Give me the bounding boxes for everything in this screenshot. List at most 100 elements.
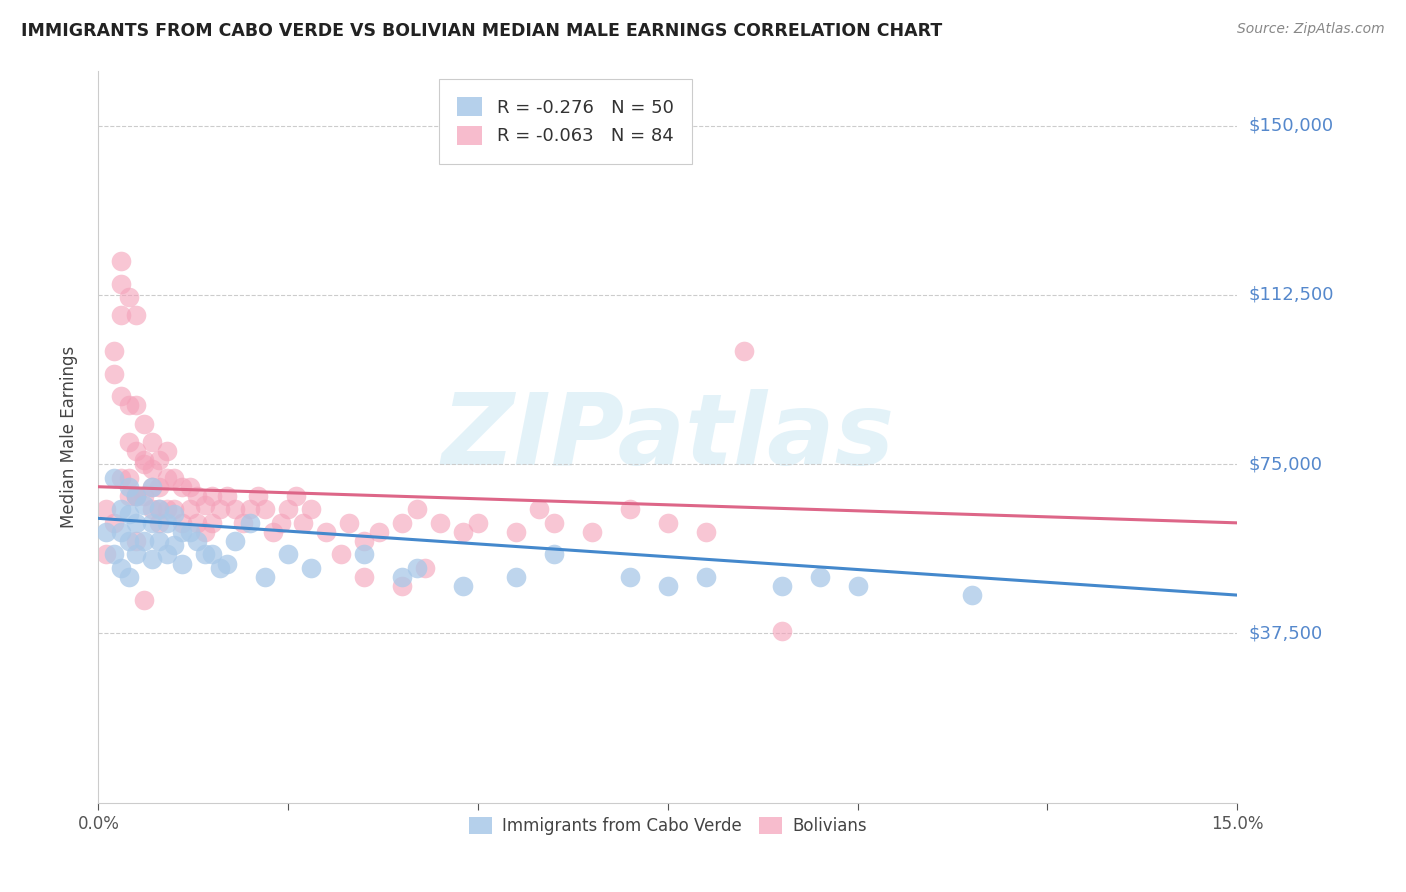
Point — [406, 561, 429, 575]
Text: $37,500: $37,500 — [1249, 624, 1323, 642]
Point — [543, 548, 565, 562]
Point — [103, 367, 125, 381]
Point — [201, 489, 224, 503]
Point — [224, 533, 246, 548]
Point — [695, 524, 717, 539]
Point — [94, 524, 117, 539]
Point — [208, 502, 231, 516]
Point — [277, 502, 299, 516]
Point — [110, 561, 132, 575]
Point — [132, 533, 155, 548]
Point — [118, 434, 141, 449]
Point — [270, 516, 292, 530]
Point — [406, 502, 429, 516]
Point — [217, 557, 239, 571]
Point — [391, 516, 413, 530]
Point — [315, 524, 337, 539]
Point — [391, 579, 413, 593]
Point — [695, 570, 717, 584]
Point — [262, 524, 284, 539]
Point — [505, 570, 527, 584]
Point — [118, 533, 141, 548]
Point — [110, 389, 132, 403]
Point — [132, 592, 155, 607]
Point — [657, 579, 679, 593]
Point — [125, 516, 148, 530]
Point — [141, 552, 163, 566]
Point — [543, 516, 565, 530]
Point — [186, 533, 208, 548]
Point — [125, 399, 148, 413]
Point — [125, 489, 148, 503]
Point — [170, 516, 193, 530]
Point — [808, 570, 831, 584]
Y-axis label: Median Male Earnings: Median Male Earnings — [59, 346, 77, 528]
Point — [451, 579, 474, 593]
Point — [132, 498, 155, 512]
Point — [186, 489, 208, 503]
Point — [527, 502, 550, 516]
Point — [125, 489, 148, 503]
Point — [132, 457, 155, 471]
Point — [337, 516, 360, 530]
Point — [118, 471, 141, 485]
Point — [505, 524, 527, 539]
Point — [246, 489, 269, 503]
Point — [179, 480, 201, 494]
Point — [141, 434, 163, 449]
Point — [232, 516, 254, 530]
Point — [103, 516, 125, 530]
Point — [103, 471, 125, 485]
Text: $75,000: $75,000 — [1249, 455, 1323, 473]
Point — [141, 480, 163, 494]
Point — [170, 557, 193, 571]
Point — [156, 471, 179, 485]
Point — [277, 548, 299, 562]
Point — [299, 502, 322, 516]
Point — [217, 489, 239, 503]
Point — [194, 548, 217, 562]
Point — [224, 502, 246, 516]
Point — [141, 480, 163, 494]
Point — [254, 570, 277, 584]
Point — [110, 308, 132, 322]
Point — [148, 502, 170, 516]
Point — [254, 502, 277, 516]
Point — [299, 561, 322, 575]
Point — [125, 533, 148, 548]
Point — [619, 502, 641, 516]
Point — [141, 502, 163, 516]
Point — [451, 524, 474, 539]
Text: Source: ZipAtlas.com: Source: ZipAtlas.com — [1237, 22, 1385, 37]
Point — [118, 480, 141, 494]
Point — [125, 443, 148, 458]
Point — [170, 480, 193, 494]
Point — [770, 624, 793, 639]
Text: $150,000: $150,000 — [1249, 117, 1333, 135]
Point — [118, 399, 141, 413]
Point — [170, 524, 193, 539]
Point — [163, 507, 186, 521]
Point — [186, 516, 208, 530]
Text: ZIPatlas: ZIPatlas — [441, 389, 894, 485]
Point — [156, 516, 179, 530]
Point — [619, 570, 641, 584]
Point — [163, 471, 186, 485]
Point — [368, 524, 391, 539]
Point — [429, 516, 451, 530]
Point — [284, 489, 307, 503]
Point — [239, 516, 262, 530]
Point — [148, 516, 170, 530]
Point — [110, 502, 132, 516]
Point — [194, 524, 217, 539]
Point — [103, 548, 125, 562]
Point — [201, 516, 224, 530]
Point — [413, 561, 436, 575]
Point — [125, 489, 148, 503]
Point — [148, 480, 170, 494]
Point — [132, 452, 155, 467]
Point — [179, 524, 201, 539]
Legend: Immigrants from Cabo Verde, Bolivians: Immigrants from Cabo Verde, Bolivians — [463, 811, 873, 842]
Point — [353, 533, 375, 548]
Point — [208, 561, 231, 575]
